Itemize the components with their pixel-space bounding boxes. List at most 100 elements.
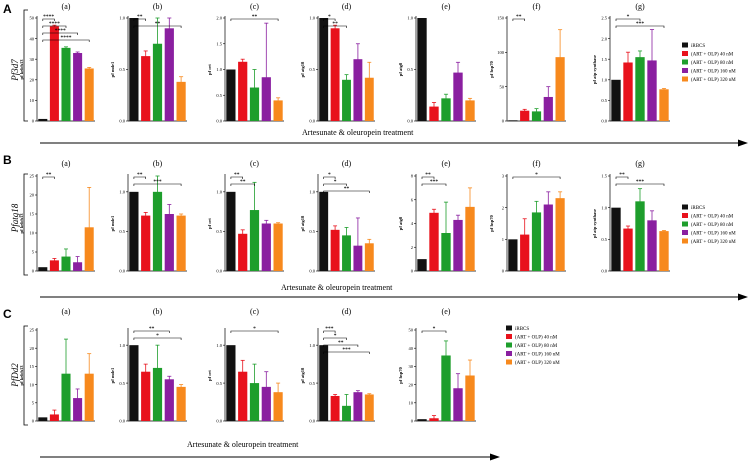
legend-swatch [506, 325, 512, 331]
legend-swatch [682, 221, 688, 227]
y-axis-label: pf hsp70 [489, 61, 494, 78]
legend-swatch [506, 342, 512, 348]
y-axis-label: pf atg18 [300, 61, 305, 77]
y-tick-label: 0.0 [216, 269, 222, 274]
bar [164, 379, 174, 421]
y-tick-label: 0 [32, 269, 35, 274]
significance-mark: * [156, 333, 159, 339]
y-tick-label: 0.0 [119, 119, 125, 124]
significance-mark: ** [137, 172, 143, 178]
y-tick-label: 2 [411, 245, 413, 250]
bar [319, 191, 329, 271]
y-tick-label: 0 [32, 419, 35, 424]
y-tick-label: 0 [32, 119, 35, 124]
legend-c: iRBCS (ART + OLP) 40 nM (ART + OLP) 80 nM (… [506, 325, 560, 366]
significance-mark: *** [325, 326, 334, 332]
arrow-label-b: Artesunate & oleuropein treatment [281, 283, 393, 292]
y-tick-label: 0.5 [119, 381, 125, 386]
bar [623, 62, 633, 121]
bar [73, 53, 83, 121]
significance-mark: ** [332, 21, 338, 27]
significance-mark: * [433, 326, 436, 332]
chart-label: (c) [250, 307, 259, 316]
significance-bracket [512, 176, 561, 179]
y-tick-label: 1.5 [601, 174, 607, 179]
bar [73, 398, 83, 421]
panel-letter-a: A [3, 2, 12, 16]
legend-swatch [682, 204, 688, 210]
bar [429, 106, 439, 121]
legend-swatch [682, 68, 688, 73]
y-tick-label: 0.0 [119, 419, 125, 424]
legend-swatch [682, 230, 688, 235]
legend-label: (ART + OLP) 320 nM [691, 240, 736, 245]
significance-mark: *** [342, 347, 351, 353]
significance-bracket [323, 176, 336, 179]
legend-swatch [682, 238, 688, 244]
chart-label: (e) [442, 159, 451, 168]
y-tick-label: 1.0 [216, 67, 222, 72]
y-axis-label: pf atg8 [398, 216, 403, 230]
treatment-arrow-b: Artesunate & oleuropein treatment [40, 283, 748, 301]
bar [611, 207, 621, 271]
bar [226, 191, 236, 271]
significance-mark: ** [137, 14, 143, 20]
panel-letter-c: C [3, 307, 12, 321]
chart-label: (c) [250, 2, 259, 11]
y-tick-label: 2.0 [601, 36, 607, 41]
bar [531, 111, 542, 121]
significance-mark: * [627, 14, 630, 20]
bar [441, 355, 451, 421]
bar [152, 191, 163, 271]
significance-bracket [133, 330, 170, 333]
y-tick-label: 1.0 [601, 78, 607, 83]
significance-bracket [230, 183, 255, 186]
y-tick-label: 20 [409, 382, 414, 387]
bar [319, 345, 329, 421]
significance-bracket [421, 176, 435, 179]
significance-bracket [421, 183, 447, 186]
bar [38, 118, 48, 121]
y-tick-label: 0.0 [407, 119, 413, 124]
bar [84, 68, 94, 121]
significance-mark: * [253, 326, 256, 332]
significance-mark: *** [430, 179, 439, 185]
gene-bracket [23, 173, 28, 276]
y-tick-label: 5 [32, 401, 35, 406]
legends-layer: iRBCS (ART + OLP) 40 nM (ART + OLP) 80 nM (… [506, 42, 736, 366]
chart-a-3: (d) pf atg18 0.0 0.5 1.0 *** [300, 2, 375, 124]
bar [226, 345, 236, 421]
significance-mark: ** [252, 14, 258, 20]
bar [238, 61, 248, 121]
bar [647, 220, 657, 271]
bar [623, 228, 633, 271]
y-tick-label: 0.0 [601, 269, 607, 274]
significance-mark: * [535, 172, 538, 178]
y-axis-label: pf mdr1 [110, 215, 115, 231]
bar [141, 215, 151, 271]
significance-mark: *** [636, 179, 645, 185]
significance-mark: *** [636, 21, 645, 27]
significance-bracket [133, 176, 146, 179]
y-tick-label: 10 [30, 231, 35, 236]
y-tick-label: 20 [30, 193, 35, 198]
significance-bracket [512, 18, 525, 21]
y-tick-label: 10 [409, 401, 414, 406]
y-tick-label: 0.0 [309, 419, 315, 424]
bar [441, 98, 451, 121]
chart-label: (b) [153, 307, 163, 316]
bar [659, 89, 669, 121]
y-tick-label: 40 [30, 36, 35, 41]
legend-swatch [682, 51, 688, 56]
significance-bracket [323, 183, 347, 186]
legend-swatch [506, 351, 512, 356]
legend-a: iRBCS (ART + OLP) 40 nM (ART + OLP) 80 nM (… [682, 42, 736, 83]
bar [508, 239, 518, 271]
y-tick-label: 15 [30, 364, 35, 369]
bar [273, 223, 283, 271]
bar [249, 210, 260, 271]
significance-mark: ** [155, 21, 161, 27]
